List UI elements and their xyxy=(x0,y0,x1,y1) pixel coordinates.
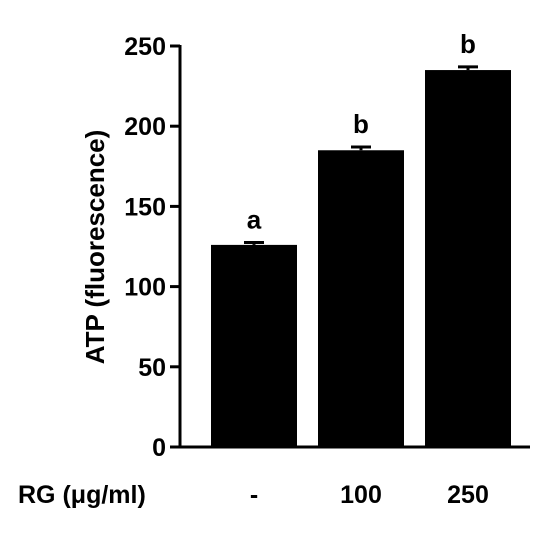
y-axis-title: ATP (fluorescence) xyxy=(80,130,110,365)
significance-label: b xyxy=(460,29,476,59)
bar xyxy=(211,244,297,447)
y-tick-label: 200 xyxy=(124,113,166,141)
significance-label: a xyxy=(247,204,262,234)
x-tick-label: - xyxy=(250,481,258,509)
x-tick-label: 250 xyxy=(447,481,489,509)
y-tick-label: 0 xyxy=(152,434,166,462)
y-tick-label: 100 xyxy=(124,274,166,302)
bar xyxy=(425,70,511,447)
significance-label: b xyxy=(353,109,369,139)
x-group-label: RG (μg/ml) xyxy=(18,481,146,509)
bar xyxy=(318,150,404,447)
y-tick-label: 250 xyxy=(124,33,166,61)
y-axis: 0 50 100 150 200 250 xyxy=(124,33,182,462)
y-tick-label: 150 xyxy=(124,193,166,221)
x-tick-label: 100 xyxy=(340,481,382,509)
y-tick-label: 50 xyxy=(138,354,166,382)
bars: a - b 100 b 250 xyxy=(211,29,511,509)
